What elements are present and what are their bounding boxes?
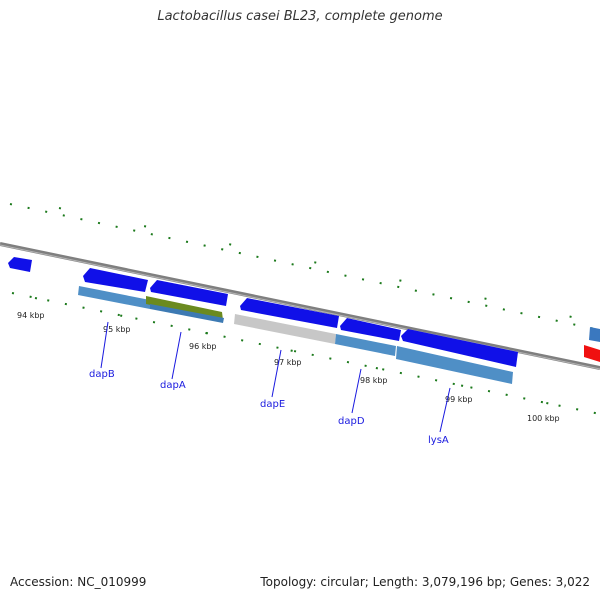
gene-label-dape[interactable]: dapE [260, 399, 285, 410]
gene-label-lysa[interactable]: lysA [428, 435, 449, 446]
annotation-bar [146, 296, 223, 320]
gene-arrow[interactable] [401, 329, 518, 367]
ruler-label: 95 kbp [103, 325, 131, 334]
gene-arrow[interactable] [83, 268, 148, 292]
ruler-label: 94 kbp [17, 311, 45, 320]
gene-arrow-reverse[interactable] [584, 345, 600, 362]
genome-summary: Topology: circular; Length: 3,079,196 bp… [260, 575, 590, 589]
gene-label-dapa[interactable]: dapA [160, 380, 186, 391]
annotation-track [78, 286, 513, 384]
gene-arrow[interactable] [150, 280, 228, 306]
annotation-bar [78, 286, 150, 309]
ruler-labels: 94 kbp 95 kbp 96 kbp 97 kbp 98 kbp 99 kb… [17, 311, 560, 423]
gene-arrow[interactable] [589, 327, 600, 342]
ruler-label: 96 kbp [189, 342, 217, 351]
gene-label-dapd[interactable]: dapD [338, 416, 365, 427]
annotation-bar [150, 304, 224, 323]
ruler-label: 99 kbp [445, 395, 473, 404]
gene-label-dapb[interactable]: dapB [89, 369, 115, 380]
annotation-bar [234, 314, 336, 344]
forward-cds-track [8, 257, 600, 367]
gene-callouts: dapB dapA dapE dapD lysA [89, 321, 451, 446]
gene-arrow[interactable] [8, 257, 32, 272]
annotation-bar [396, 346, 513, 384]
genome-title: Lactobacillus casei BL23, complete genom… [157, 9, 443, 24]
genome-backbone [0, 242, 600, 370]
ruler-label: 100 kbp [527, 414, 560, 423]
gene-arrow[interactable] [240, 298, 339, 328]
gene-arrow[interactable] [340, 318, 401, 341]
ruler-label: 97 kbp [274, 358, 302, 367]
annotation-bar [335, 334, 396, 356]
ruler-label: 98 kbp [360, 376, 388, 385]
accession-label: Accession: NC_010999 [10, 575, 147, 589]
